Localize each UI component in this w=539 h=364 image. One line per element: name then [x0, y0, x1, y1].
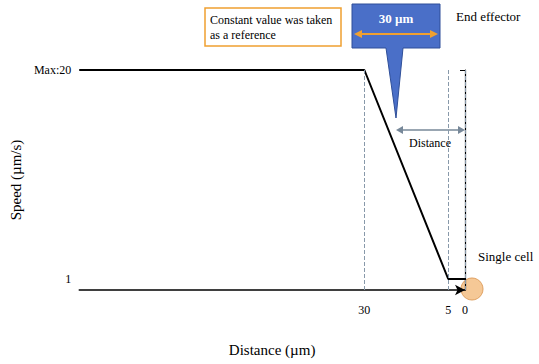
svg-text:30: 30 [358, 303, 370, 317]
svg-text:Constant value was taken: Constant value was taken [210, 13, 335, 27]
svg-text:Speed (µm/s): Speed (µm/s) [8, 140, 25, 221]
svg-text:Distance (µm): Distance (µm) [229, 342, 316, 359]
svg-text:0: 0 [462, 303, 468, 317]
svg-text:5: 5 [445, 303, 451, 317]
svg-text:End effector: End effector [456, 9, 521, 24]
svg-text:Single cell: Single cell [478, 249, 534, 264]
svg-text:as a reference: as a reference [210, 28, 276, 42]
svg-text:Max:20: Max:20 [34, 63, 71, 77]
svg-text:1: 1 [65, 272, 71, 286]
svg-text:30 µm: 30 µm [379, 11, 414, 26]
svg-text:Distance: Distance [409, 136, 451, 150]
